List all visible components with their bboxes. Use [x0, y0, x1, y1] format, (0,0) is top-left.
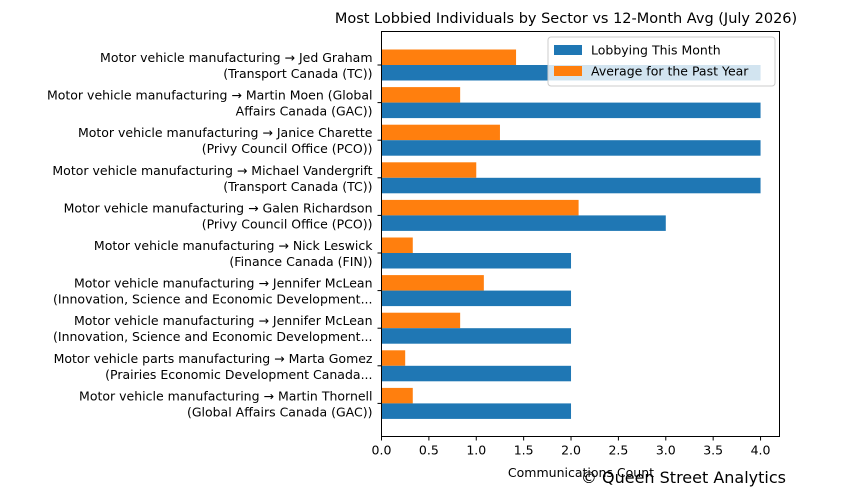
- x-tick-label-2: 1.0: [466, 443, 486, 458]
- bar-this-month-4: [381, 215, 666, 231]
- y-tick-labels: Motor vehicle manufacturing → Jed Graham…: [47, 50, 382, 419]
- plot-frame: [381, 31, 780, 437]
- y-label-3-line-0: Motor vehicle manufacturing → Michael Va…: [52, 163, 372, 178]
- y-label-1-line-1: Affairs Canada (GAC)): [236, 104, 373, 119]
- bar-average-2: [381, 124, 500, 141]
- y-label-5-line-1: (Finance Canada (FIN)): [229, 254, 372, 269]
- x-tick-label-3: 1.5: [514, 443, 534, 458]
- bar-this-month-2: [381, 140, 761, 156]
- legend: Lobbying This Month Average for the Past …: [547, 36, 776, 87]
- y-label-4-line-1: (Privy Council Office (PCO)): [202, 216, 373, 231]
- bar-this-month-7: [381, 328, 572, 344]
- x-tick-label-5: 2.5: [608, 443, 628, 458]
- y-label-4-line-0: Motor vehicle manufacturing → Galen Rich…: [64, 200, 373, 215]
- legend-label-0: Lobbying This Month: [591, 43, 721, 58]
- bar-this-month-6: [381, 290, 572, 307]
- bar-this-month-8: [381, 365, 572, 382]
- bar-average-3: [381, 162, 477, 178]
- y-label-2-line-1: (Privy Council Office (PCO)): [202, 141, 373, 156]
- y-label-9-line-1: (Global Affairs Canada (GAC)): [187, 404, 373, 419]
- y-label-7-line-1: (Innovation, Science and Economic Develo…: [53, 329, 372, 344]
- x-tick-label-1: 0.5: [419, 443, 439, 458]
- x-tick-label-8: 4.0: [751, 443, 771, 458]
- legend-swatch-1: [554, 66, 582, 76]
- legend-label-1: Average for the Past Year: [591, 64, 749, 79]
- y-label-6-line-0: Motor vehicle manufacturing → Jennifer M…: [74, 276, 373, 291]
- chart-title: Most Lobbied Individuals by Sector vs 12…: [335, 11, 797, 27]
- bar-average-6: [381, 275, 484, 291]
- bar-average-7: [381, 312, 461, 329]
- y-label-5-line-0: Motor vehicle manufacturing → Nick Leswi…: [94, 238, 373, 253]
- y-label-7-line-0: Motor vehicle manufacturing → Jennifer M…: [74, 313, 373, 328]
- watermark: © Queen Street Analytics: [581, 468, 786, 487]
- y-label-3-line-1: (Transport Canada (TC)): [223, 179, 372, 194]
- bar-average-4: [381, 199, 579, 216]
- x-tick-label-4: 2.0: [561, 443, 581, 458]
- y-label-2-line-0: Motor vehicle manufacturing → Janice Cha…: [78, 125, 373, 140]
- bar-average-5: [381, 237, 413, 253]
- y-label-8-line-0: Motor vehicle parts manufacturing → Mart…: [54, 351, 373, 366]
- bar-this-month-3: [381, 177, 761, 194]
- bar-average-1: [381, 87, 461, 103]
- x-tick-label-7: 3.5: [703, 443, 723, 458]
- x-tick-label-0: 0.0: [372, 443, 392, 458]
- bar-this-month-1: [381, 102, 761, 119]
- bar-this-month-9: [381, 403, 572, 419]
- bar-average-0: [381, 49, 517, 65]
- x-axis: 0.0 0.5 1.0 1.5 2.0 2.5 3.0 3.5 4.0: [372, 436, 771, 458]
- bars-group: [381, 49, 761, 419]
- y-label-0-line-0: Motor vehicle manufacturing → Jed Graham: [100, 50, 372, 65]
- x-axis-label: Communications Count: [508, 465, 654, 480]
- bar-average-8: [381, 350, 406, 366]
- y-label-6-line-1: (Innovation, Science and Economic Develo…: [53, 292, 372, 307]
- bar-average-9: [381, 387, 413, 404]
- bar-this-month-5: [381, 253, 572, 269]
- y-label-0-line-1: (Transport Canada (TC)): [223, 66, 372, 81]
- legend-box: [547, 36, 776, 87]
- y-label-9-line-0: Motor vehicle manufacturing → Martin Tho…: [79, 388, 372, 403]
- legend-swatch-0: [554, 45, 582, 55]
- y-label-1-line-0: Motor vehicle manufacturing → Martin Moe…: [47, 88, 373, 103]
- y-label-8-line-1: (Prairies Economic Development Canada...: [105, 367, 372, 382]
- x-tick-label-6: 3.0: [656, 443, 676, 458]
